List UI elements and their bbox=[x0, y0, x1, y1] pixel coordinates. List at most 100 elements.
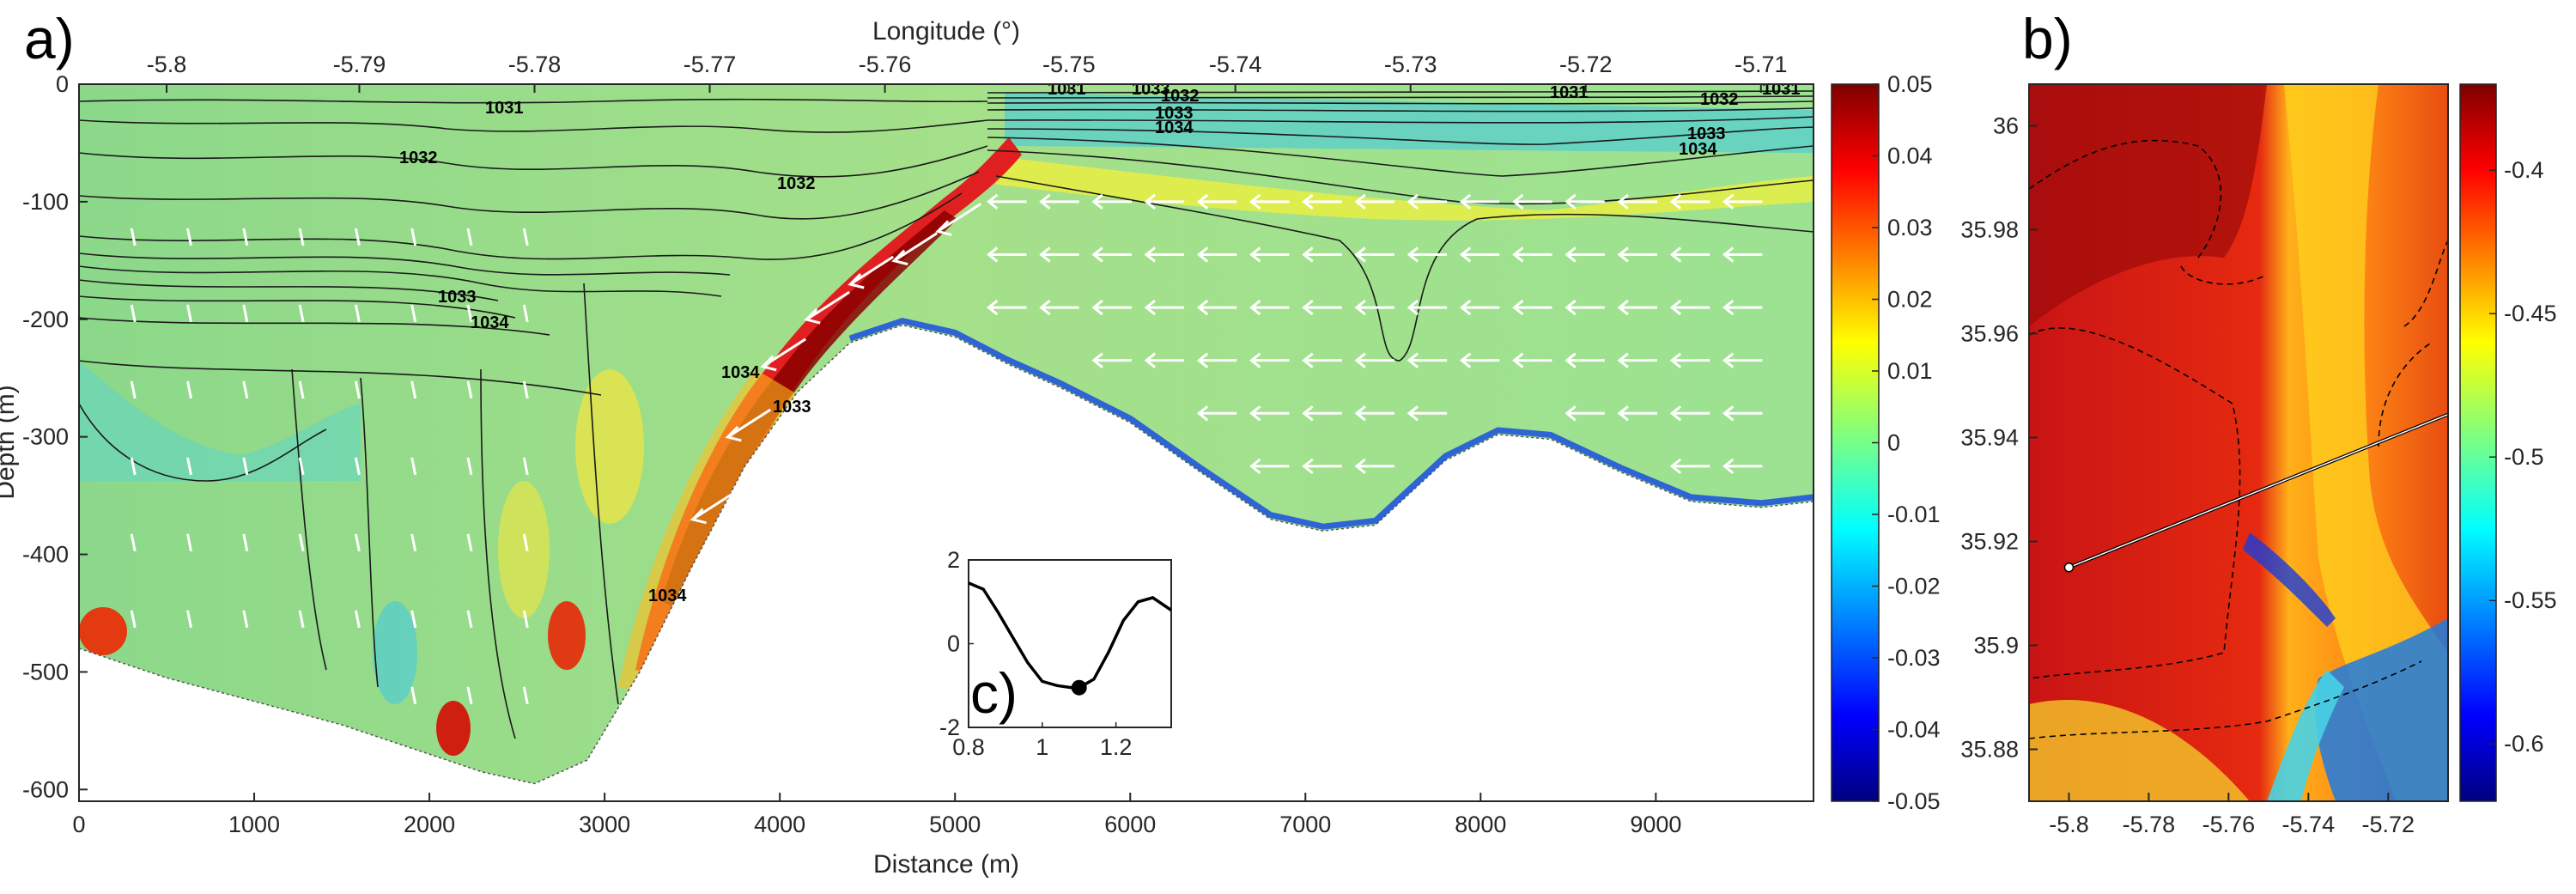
panel-a-velocity-arrow bbox=[1617, 352, 1657, 368]
panel-a-x2tick-label: -5.75 bbox=[1042, 52, 1096, 77]
panel-b: -5.8 -5.78 -5.76 -5.74 -5.72 36 35.98 35.96 35.9… bbox=[1960, 7, 2556, 837]
panel-b-colorbar-tick-label: -0.4 bbox=[2504, 157, 2544, 183]
panel-a-yellow-patch-2 bbox=[498, 481, 550, 618]
panel-a-velocity-arrow bbox=[1617, 193, 1657, 210]
panel-a-x2tick-label: -5.79 bbox=[333, 52, 386, 77]
panel-a-velocity-arrow bbox=[1196, 352, 1237, 368]
panel-a-ytick-label: -500 bbox=[22, 659, 69, 684]
panel-b-yellow-bottom-left bbox=[2029, 699, 2250, 801]
panel-a-xtick-label: 1000 bbox=[228, 812, 280, 837]
panel-a-velocity-arrow bbox=[466, 610, 473, 629]
panel-a-velocity-arrow bbox=[1406, 352, 1448, 368]
panel-a-contour-label: 1033 bbox=[773, 398, 811, 417]
panel-b-section-start bbox=[2063, 562, 2075, 573]
panel-a-velocity-arrow bbox=[1564, 299, 1605, 316]
panel-a-velocity-arrow bbox=[1196, 246, 1237, 263]
panel-a-contour-label: 1034 bbox=[648, 587, 687, 605]
panel-a-velocity-arrow bbox=[1249, 352, 1290, 368]
panel-a-contour-label: 1032 bbox=[777, 174, 816, 193]
panel-a-colorbar-tick-label: 0.03 bbox=[1887, 215, 1933, 240]
panel-a-velocity-arrow bbox=[1039, 246, 1079, 263]
panel-a-velocity-arrow bbox=[186, 304, 192, 323]
panel-a-velocity-arrow bbox=[522, 304, 529, 323]
panel-a-velocity-arrows bbox=[130, 193, 1763, 705]
panel-a-ytick-label: -600 bbox=[22, 776, 69, 802]
panel-c: 0.8 1 1.2 2 0 -2 c) bbox=[939, 547, 1172, 760]
panel-a-velocity-arrow bbox=[1669, 246, 1710, 263]
panel-a-velocity-arrow bbox=[298, 304, 305, 323]
panel-a-velocity-arrow bbox=[1249, 246, 1290, 263]
panel-a-contour-label: 1031 bbox=[485, 99, 524, 118]
panel-a-contour-label: 1034 bbox=[1679, 140, 1717, 159]
panel-a-velocity-arrow bbox=[1512, 352, 1552, 368]
panel-a-colorbar-tick-label: 0.01 bbox=[1887, 358, 1933, 384]
panel-a-velocity-arrow bbox=[725, 408, 772, 442]
panel-a-velocity-arrow bbox=[935, 203, 982, 236]
panel-a-velocity-arrow bbox=[1564, 405, 1605, 422]
panel-a-velocity-arrow bbox=[1459, 299, 1500, 316]
panel-a-velocity-arrow bbox=[1564, 246, 1605, 263]
panel-a-colorbar-tick-label: -0.04 bbox=[1887, 717, 1941, 743]
panel-a-x2tick-label: -5.8 bbox=[147, 52, 187, 77]
panel-b-yellow-plume bbox=[2284, 84, 2448, 801]
panel-a-velocity-arrow bbox=[186, 610, 192, 629]
panel-a-xtick-label: 5000 bbox=[929, 812, 981, 837]
panel-a-velocity-arrow bbox=[354, 610, 361, 629]
panel-a-ylabel: Depth (m) bbox=[0, 385, 20, 499]
panel-a-velocity-arrow bbox=[1302, 193, 1342, 210]
panel-a-velocity-arrow bbox=[1722, 246, 1763, 263]
panel-b-xtick-label: -5.72 bbox=[2362, 812, 2415, 837]
panel-a-velocity-arrow bbox=[186, 457, 192, 476]
panel-a-contour-label: 1031 bbox=[1048, 80, 1086, 99]
panel-a-velocity-arrow bbox=[466, 457, 473, 476]
panel-a-x2tick-label: -5.72 bbox=[1559, 52, 1613, 77]
panel-a-xtick-label: 3000 bbox=[579, 812, 630, 837]
panel-a-velocity-arrow bbox=[130, 304, 137, 323]
panel-a-velocity-arrow bbox=[1144, 352, 1185, 368]
panel-a-letter: a) bbox=[24, 7, 75, 70]
panel-a-velocity-arrow bbox=[1617, 405, 1657, 422]
panel-c-marker bbox=[1071, 679, 1087, 696]
panel-a-velocity-arrow bbox=[242, 610, 249, 629]
panel-a-velocity-arrow bbox=[1144, 299, 1185, 316]
panel-a-velocity-arrow bbox=[1512, 299, 1552, 316]
panel-a-velocity-arrow bbox=[1354, 458, 1394, 475]
panel-b-ytick-label: 35.96 bbox=[1960, 320, 2019, 346]
panel-c-axes: 0.8 1 1.2 2 0 -2 bbox=[939, 547, 1132, 760]
panel-a-velocity-arrow bbox=[1459, 352, 1500, 368]
panel-b-xtick-label: -5.74 bbox=[2282, 812, 2336, 837]
panel-a-velocity-arrow bbox=[354, 304, 361, 323]
panel-c-xtick-label: 1 bbox=[1036, 734, 1048, 760]
panel-a-contour-label: 1034 bbox=[471, 313, 509, 332]
panel-b-xtick-label: -5.76 bbox=[2202, 812, 2256, 837]
panel-a-velocity-arrow bbox=[410, 686, 417, 705]
panel-a-velocity-arrow bbox=[298, 380, 305, 399]
panel-a-velocity-arrow bbox=[1249, 458, 1290, 475]
panel-a-colorbar-tick-label: -0.02 bbox=[1887, 574, 1941, 599]
panel-a-xtick-label: 0 bbox=[72, 812, 85, 837]
panel-a-red-patch-1 bbox=[79, 607, 127, 655]
panel-a-contour-label: 1033 bbox=[1155, 104, 1194, 123]
panel-a-velocity-arrow bbox=[522, 533, 529, 552]
panel-a-velocity-arrow bbox=[410, 228, 417, 246]
panel-a-x2tick-label: -5.77 bbox=[683, 52, 737, 77]
panel-a-velocity-arrow bbox=[848, 255, 894, 289]
panel-a-velocity-arrow bbox=[1722, 299, 1763, 316]
panel-a-velocity-arrow bbox=[1722, 352, 1763, 368]
panel-a-velocity-arrow bbox=[410, 380, 417, 399]
panel-a-velocity-arrow bbox=[1249, 193, 1290, 210]
panel-a-velocity-arrow bbox=[1354, 405, 1394, 422]
panel-b-colorbar-tick-label: -0.5 bbox=[2504, 444, 2544, 470]
panel-a-velocity-arrow bbox=[354, 457, 361, 476]
panel-a-contour-label: 1033 bbox=[1132, 80, 1170, 99]
panel-a-ytick-label: -200 bbox=[22, 307, 69, 332]
panel-a-velocity-arrow bbox=[410, 304, 417, 323]
panel-a-contour-label: 1032 bbox=[1161, 87, 1200, 106]
panel-a-velocity-arrow bbox=[987, 193, 1027, 210]
panel-a-xtick-label: 2000 bbox=[404, 812, 455, 837]
panel-a-seafloor-line bbox=[79, 324, 1814, 785]
panel-a-velocity-arrow bbox=[664, 596, 710, 630]
panel-a-contour-label: 1034 bbox=[721, 363, 760, 382]
panel-a-velocity-arrow bbox=[1564, 352, 1605, 368]
